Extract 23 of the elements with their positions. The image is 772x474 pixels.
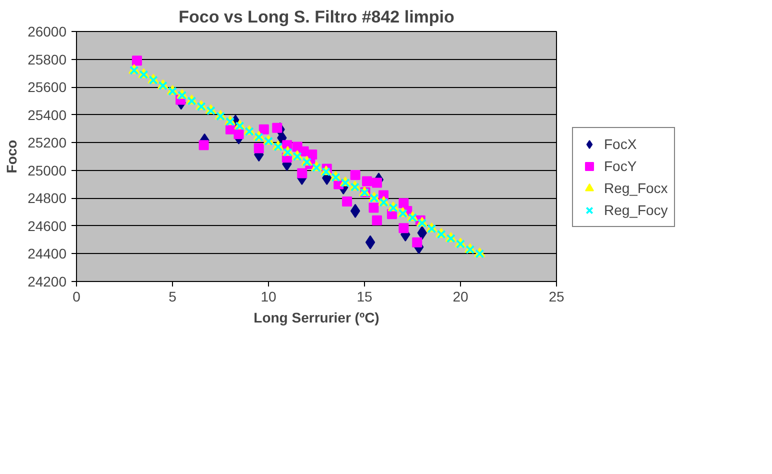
y-tick-label: 25800 xyxy=(28,51,67,68)
legend-label: Reg_Focy xyxy=(604,202,668,218)
y-tick-label: 25200 xyxy=(28,134,67,151)
chart-title: Foco vs Long S. Filtro #842 limpio xyxy=(178,8,454,26)
x-tick-label: 20 xyxy=(452,288,468,304)
x-tick-label: 25 xyxy=(548,288,564,304)
x-tick-label: 5 xyxy=(168,288,177,304)
legend-label: FocX xyxy=(604,136,637,152)
y-tick-label: 26000 xyxy=(28,24,67,40)
y-tick-label: 24600 xyxy=(28,218,67,234)
y-tick-label: 24800 xyxy=(28,190,67,206)
legend-label: Reg_Focx xyxy=(604,180,668,196)
x-tick-label: 0 xyxy=(72,288,81,304)
x-axis-title: Long Serrurier (ºC) xyxy=(254,310,380,326)
y-axis-title: Foco xyxy=(4,140,20,174)
legend-label: FocY xyxy=(604,158,637,174)
y-tick-label: 24200 xyxy=(28,274,67,290)
x-tick-label: 10 xyxy=(260,288,276,304)
y-tick-label: 24400 xyxy=(28,246,67,262)
y-tick-label: 25400 xyxy=(28,106,67,123)
x-tick-label: 15 xyxy=(356,288,372,304)
y-tick-label: 25000 xyxy=(28,162,67,178)
y-tick-label: 25600 xyxy=(28,79,67,96)
